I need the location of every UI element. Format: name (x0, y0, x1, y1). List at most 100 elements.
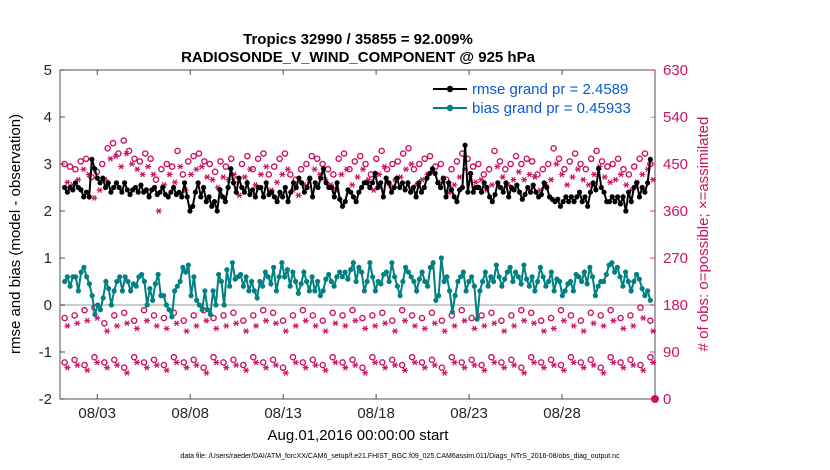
obs-star-stroke (501, 364, 507, 371)
rmse-point (269, 189, 275, 195)
obs-assimilated-marker (558, 171, 565, 178)
obs-star-stroke (531, 359, 537, 366)
obs-possible-marker (453, 158, 461, 165)
bias-point (161, 293, 167, 299)
obs-possible-marker (448, 353, 456, 361)
obs-assimilated-marker (193, 166, 200, 173)
rmse-point (331, 194, 337, 200)
obs-star-stroke (516, 168, 522, 175)
obs-star-stroke (118, 163, 124, 170)
obs-possible-marker (512, 152, 520, 160)
obs-star-stroke (571, 322, 577, 329)
bias-point (207, 311, 213, 317)
obs-possible-marker (523, 155, 531, 163)
obs-assimilated-marker (550, 362, 557, 368)
obs-assimilated-marker (104, 364, 111, 371)
bias-point (361, 288, 367, 294)
rmse-point (487, 194, 493, 200)
obs-possible-marker (120, 309, 128, 317)
rmse-point (127, 191, 133, 198)
obs-assimilated-marker (610, 317, 617, 324)
rmse-point (421, 184, 427, 191)
obs-star-stroke (174, 320, 179, 327)
obs-star-stroke (376, 171, 382, 178)
rmse-point (470, 189, 476, 195)
obs-star-stroke (204, 317, 209, 324)
bias-point (331, 283, 337, 289)
obs-star-stroke (501, 328, 507, 335)
rmse-point (72, 180, 79, 186)
obs-possible-marker (309, 312, 317, 319)
bias-point (293, 278, 299, 285)
obs-possible-marker (517, 364, 525, 371)
bias-point (276, 274, 282, 280)
bias-point (639, 285, 645, 292)
obs-assimilated-marker (451, 322, 458, 329)
rmse-point (511, 187, 517, 193)
obs-assimilated-marker (193, 322, 200, 329)
obs-possible-marker (488, 309, 495, 317)
obs-assimilated-marker (392, 328, 399, 335)
bias-point (306, 288, 312, 294)
obs-possible-marker (265, 171, 273, 178)
obs-possible-marker (160, 361, 168, 369)
rmse-point (391, 184, 397, 191)
obs-assimilated-marker (284, 166, 291, 173)
bias-point (119, 288, 125, 294)
y-right-axis-ticks: 0 90 180 270 360 450 540 630 (650, 62, 688, 408)
obs-star-stroke (343, 322, 348, 329)
obs-possible-marker (211, 168, 219, 176)
rmse-point (138, 182, 144, 188)
obs-assimilated-marker (441, 328, 448, 335)
bias-point (251, 288, 257, 294)
obs-assimilated-marker (302, 317, 309, 324)
obs-star-stroke (339, 171, 344, 178)
obs-star-stroke (630, 362, 636, 368)
rmse-point (383, 175, 389, 181)
obs-star-stroke (194, 362, 199, 368)
obs-star-stroke (564, 181, 570, 188)
obs-possible-marker (339, 359, 346, 366)
obs-assimilated-marker (499, 174, 506, 180)
bias-point (612, 269, 618, 275)
rmse-point (157, 189, 163, 195)
bias-point (466, 278, 472, 285)
rmse-point (388, 189, 395, 195)
obs-assimilated-marker (640, 367, 647, 374)
obs-star-stroke (618, 171, 624, 178)
rmse-point (448, 187, 455, 193)
rmse-point (62, 184, 68, 191)
rmse-point (628, 199, 634, 205)
bias-point (100, 295, 106, 301)
rmse-point (181, 180, 188, 186)
obs-possible-marker (136, 158, 144, 165)
obs-star-stroke (371, 187, 377, 194)
rmse-point (601, 189, 607, 195)
obs-possible-marker (141, 150, 149, 157)
obs-star-stroke (333, 359, 338, 366)
obs-possible-marker (120, 137, 128, 144)
rmse-point (566, 199, 572, 205)
obs-assimilated-marker (163, 367, 170, 374)
obs-possible-marker (557, 361, 565, 369)
obs-assimilated-marker (209, 176, 216, 183)
obs-star-stroke (280, 171, 285, 178)
obs-star-stroke (482, 322, 487, 329)
obs-possible-marker (567, 312, 575, 319)
obs-assimilated-marker (650, 359, 657, 366)
obs-possible-marker (614, 155, 622, 163)
obs-possible-marker (410, 165, 418, 173)
obs-possible-marker (604, 163, 611, 170)
obs-assimilated-marker (241, 174, 248, 180)
rmse-point (198, 194, 204, 200)
obs-possible-marker (480, 171, 488, 178)
obs-star-stroke (154, 362, 160, 368)
obs-star-stroke (75, 320, 80, 327)
obs-assimilated-marker (114, 322, 121, 329)
obs-star-stroke (263, 317, 269, 324)
obs-assimilated-marker (521, 176, 528, 183)
bias-point (416, 276, 422, 282)
obs-possible-marker (287, 171, 294, 178)
obs-possible-marker (82, 155, 90, 163)
obs-assimilated-marker (639, 171, 646, 178)
